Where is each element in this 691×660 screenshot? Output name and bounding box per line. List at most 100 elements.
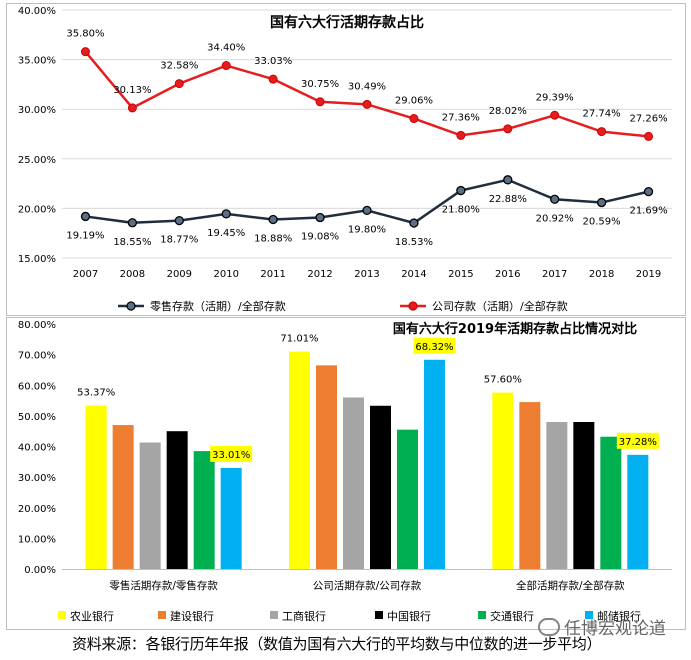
bar-3-0 bbox=[166, 431, 188, 569]
watermark: 任博宏观论道 bbox=[538, 614, 666, 639]
corporate-data-label: 32.58% bbox=[160, 61, 198, 72]
corporate-data-label: 30.75% bbox=[301, 79, 339, 90]
bar-3-2 bbox=[573, 422, 595, 569]
corporate-point bbox=[503, 124, 513, 134]
line-x-tick-label: 2009 bbox=[167, 269, 192, 280]
corporate-data-label: 29.06% bbox=[395, 96, 433, 107]
bar-legend-label: 工商银行 bbox=[282, 609, 326, 623]
corporate-point bbox=[550, 110, 560, 120]
line-x-tick-label: 2008 bbox=[120, 269, 145, 280]
legend-retail-label: 零售存款（活期）/全部存款 bbox=[150, 299, 286, 313]
bar-legend-label: 邮储银行 bbox=[597, 609, 641, 623]
bar-legend-swatch bbox=[158, 611, 166, 619]
bar-legend-swatch bbox=[585, 611, 593, 619]
corporate-data-label: 27.26% bbox=[629, 113, 667, 124]
retail-data-label: 21.69% bbox=[629, 206, 667, 217]
bar-data-label: 57.60% bbox=[484, 375, 522, 386]
retail-data-label: 20.59% bbox=[583, 217, 621, 228]
bar-5-1 bbox=[424, 359, 445, 569]
bar-0-1 bbox=[289, 351, 310, 569]
legend-retail-marker bbox=[126, 301, 136, 311]
line-x-tick-label: 2011 bbox=[260, 269, 285, 280]
bar-legend-label: 中国银行 bbox=[387, 609, 431, 623]
retail-data-label: 18.53% bbox=[395, 237, 433, 248]
bar-y-tick-label: 10.00% bbox=[18, 534, 56, 545]
bar-category-label: 公司活期存款/公司存款 bbox=[313, 579, 422, 592]
retail-data-label: 19.80% bbox=[348, 224, 386, 235]
line-x-tick-label: 2014 bbox=[401, 269, 426, 280]
bar-y-tick-label: 20.00% bbox=[18, 504, 56, 515]
bar-y-tick-label: 60.00% bbox=[18, 381, 56, 392]
bar-legend-swatch bbox=[270, 611, 278, 619]
corporate-point bbox=[268, 74, 278, 84]
bar-y-tick-label: 40.00% bbox=[18, 443, 56, 454]
line-x-tick-label: 2018 bbox=[589, 269, 614, 280]
retail-point bbox=[268, 214, 278, 225]
source-note: 资料来源：各银行历年年报（数值为国有六大行的平均数与中位数的进一步平均） bbox=[72, 635, 602, 653]
corporate-point bbox=[315, 97, 325, 107]
bar-y-tick-label: 70.00% bbox=[18, 351, 56, 362]
bottom-panel-frame bbox=[6, 317, 686, 630]
retail-point bbox=[174, 215, 184, 226]
corporate-point bbox=[456, 130, 466, 140]
watermark-text: 任博宏观论道 bbox=[564, 619, 666, 639]
bar-category-label: 全部活期存款/全部存款 bbox=[516, 579, 625, 592]
bar-1-1 bbox=[316, 365, 337, 569]
bar-data-label: 53.37% bbox=[77, 388, 115, 399]
corporate-data-label: 35.80% bbox=[66, 29, 104, 40]
corporate-point bbox=[362, 99, 372, 109]
bar-1-2 bbox=[519, 402, 541, 569]
bar-data-label: 37.28% bbox=[619, 437, 657, 448]
corporate-data-label: 27.74% bbox=[583, 109, 621, 120]
data-label-highlight bbox=[616, 432, 659, 449]
retail-data-label: 18.88% bbox=[254, 234, 292, 245]
corporate-data-label: 30.13% bbox=[113, 85, 151, 96]
line-x-tick-label: 2012 bbox=[307, 269, 332, 280]
corporate-point bbox=[127, 103, 137, 113]
bar-legend-label: 农业银行 bbox=[70, 609, 114, 623]
legend-corporate-marker bbox=[408, 301, 418, 311]
bar-data-label: 68.32% bbox=[415, 342, 453, 353]
bar-legend-swatch bbox=[478, 611, 486, 619]
bar-2-0 bbox=[139, 442, 161, 569]
line-y-tick-label: 30.00% bbox=[18, 105, 56, 116]
line-y-tick-label: 20.00% bbox=[18, 204, 56, 215]
bar-category-label: 零售活期存款/零售存款 bbox=[109, 579, 218, 592]
retail-point bbox=[221, 209, 231, 219]
line-x-tick-label: 2017 bbox=[542, 269, 567, 280]
line-chart-title: 国有六大行活期存款占比 bbox=[270, 14, 424, 31]
bar-legend-label: 建设银行 bbox=[170, 609, 214, 623]
bar-data-label: 33.01% bbox=[212, 450, 250, 461]
bar-legend-label: 交通银行 bbox=[490, 609, 534, 623]
line-x-tick-label: 2015 bbox=[448, 269, 473, 280]
bar-0-0 bbox=[85, 405, 107, 569]
corporate-point bbox=[80, 47, 90, 57]
corporate-data-label: 34.40% bbox=[207, 43, 245, 54]
bar-data-label: 71.01% bbox=[280, 334, 318, 345]
corporate-data-label: 33.03% bbox=[254, 56, 292, 67]
bar-y-tick-label: 50.00% bbox=[18, 412, 56, 423]
line-y-tick-label: 15.00% bbox=[18, 254, 56, 265]
retail-point bbox=[550, 194, 560, 204]
line-x-tick-label: 2007 bbox=[73, 269, 98, 280]
bar-5-2 bbox=[627, 454, 649, 569]
top-panel-frame bbox=[6, 3, 686, 316]
legend-corporate-label: 公司存款（活期）/全部存款 bbox=[432, 299, 568, 313]
retail-point bbox=[80, 211, 91, 222]
retail-point bbox=[409, 218, 419, 228]
line-x-tick-label: 2016 bbox=[495, 269, 520, 280]
retail-data-label: 19.08% bbox=[301, 232, 339, 243]
bar-y-tick-label: 80.00% bbox=[18, 320, 56, 331]
corporate-point bbox=[409, 114, 419, 124]
bar-2-2 bbox=[546, 422, 568, 569]
bar-legend-swatch bbox=[375, 611, 383, 619]
retail-point bbox=[456, 185, 466, 196]
retail-point bbox=[596, 197, 607, 208]
wechat-icon bbox=[538, 618, 560, 636]
retail-data-label: 18.55% bbox=[113, 237, 151, 248]
data-label-highlight bbox=[210, 445, 253, 462]
line-x-tick-label: 2010 bbox=[214, 269, 239, 280]
corporate-data-label: 30.49% bbox=[348, 81, 386, 92]
line-y-tick-label: 40.00% bbox=[18, 6, 56, 17]
